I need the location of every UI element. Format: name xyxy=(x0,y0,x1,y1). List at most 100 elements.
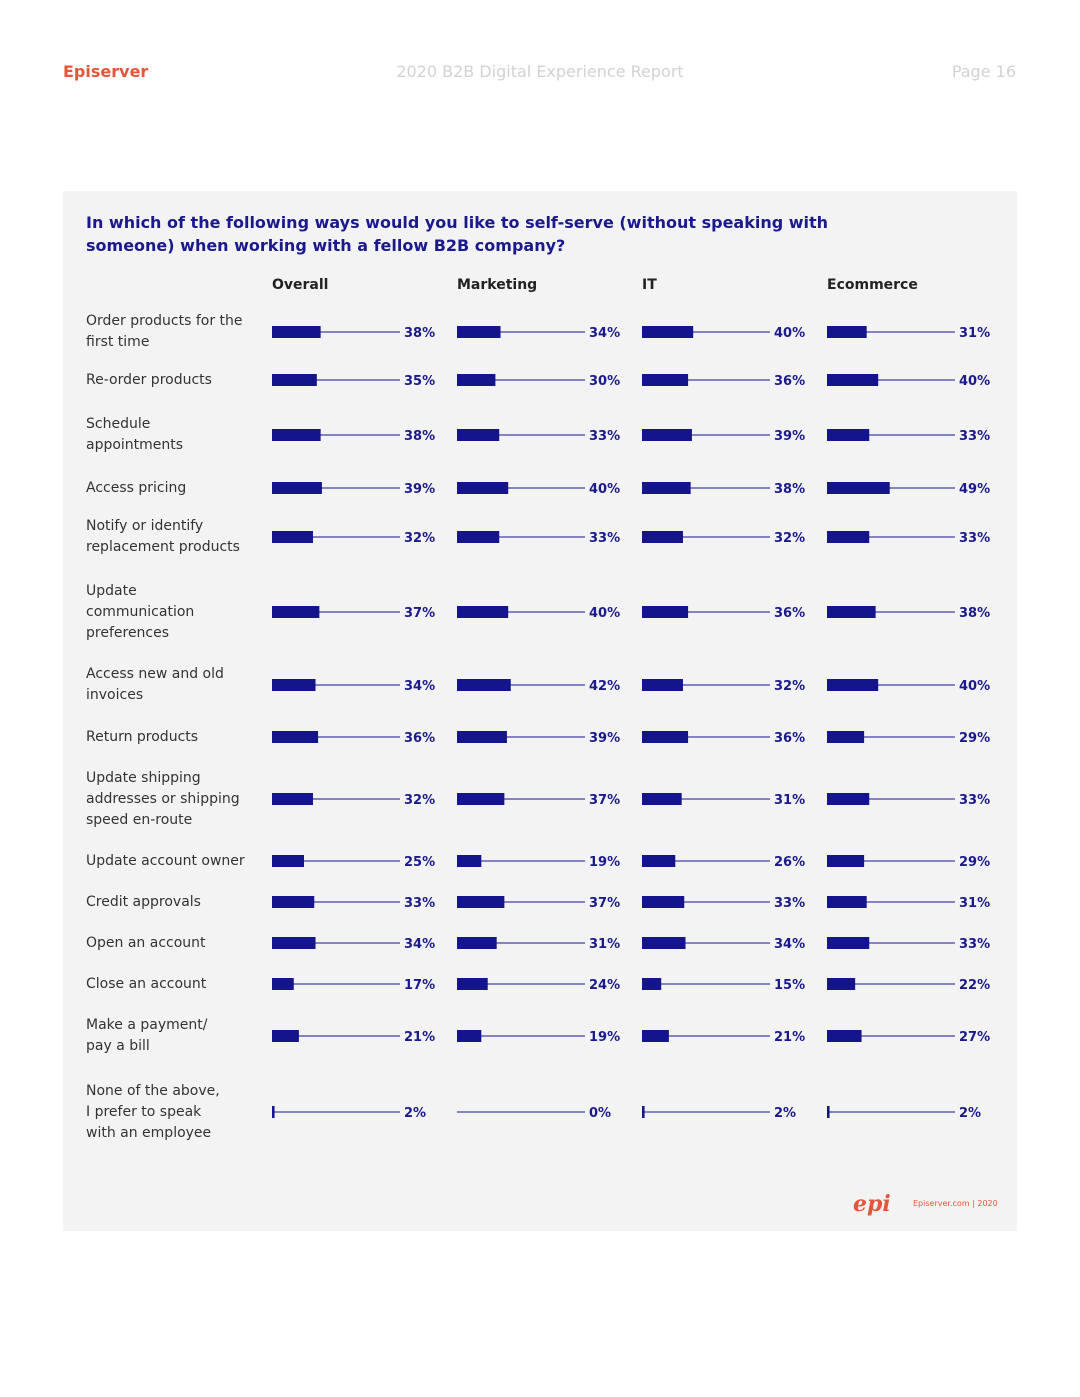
bar-ecommerce xyxy=(827,482,890,494)
bar-ecommerce xyxy=(827,326,867,338)
bar-ecommerce xyxy=(827,679,879,691)
bar-it xyxy=(642,429,692,441)
bar-marketing xyxy=(457,1030,482,1042)
row-label: Notify or identify replacement products xyxy=(86,516,256,558)
bar-overall xyxy=(272,978,294,990)
bar-overall xyxy=(272,679,316,691)
bar-overall xyxy=(272,531,313,543)
value-label: 33% xyxy=(959,531,990,546)
value-label: 34% xyxy=(774,937,805,952)
bar-overall xyxy=(272,855,304,867)
row-label: Access new and old invoices xyxy=(86,664,256,706)
row-label: Re-order products xyxy=(86,370,256,391)
value-label: 39% xyxy=(774,429,805,444)
bar-ecommerce xyxy=(827,855,865,867)
row-label: None of the above, I prefer to speak with … xyxy=(86,1081,256,1144)
row-label-line: Order products for the xyxy=(86,313,243,329)
value-label: 38% xyxy=(404,429,435,444)
row-label: Access pricing xyxy=(86,478,256,499)
value-label: 31% xyxy=(959,326,990,341)
page-number: Page 16 xyxy=(951,62,1016,81)
value-label: 21% xyxy=(774,1030,805,1045)
bar-marketing xyxy=(457,793,505,805)
bar-it xyxy=(642,937,686,949)
bar-ecommerce xyxy=(827,793,870,805)
bar-it xyxy=(642,1030,669,1042)
row-label-line: with an employee xyxy=(86,1124,212,1141)
bar-ecommerce xyxy=(827,606,876,618)
bar-overall xyxy=(272,1106,275,1118)
chart-title: In which of the following ways would you… xyxy=(86,213,829,255)
bar-ecommerce xyxy=(827,1106,830,1118)
report-title: 2020 B2B Digital Experience Report xyxy=(396,62,684,81)
bar-ecommerce xyxy=(827,429,870,441)
bar-overall xyxy=(272,793,313,805)
value-label: 27% xyxy=(959,1030,990,1045)
row-label: Order products for the first time xyxy=(86,311,256,353)
bar-marketing xyxy=(457,374,496,386)
bar-marketing xyxy=(457,326,501,338)
row-label: Schedule appointments xyxy=(86,414,256,456)
row-label-line: communication xyxy=(86,603,195,620)
row-label-line: Access pricing xyxy=(86,479,187,496)
bar-it xyxy=(642,606,689,618)
value-label: 49% xyxy=(959,482,990,497)
bar-marketing xyxy=(457,978,488,990)
chart-panel: In which of the following ways would you… xyxy=(63,191,1017,1231)
column-header-marketing: Marketing xyxy=(457,277,538,293)
bar-overall xyxy=(272,374,317,386)
row-label-line: Re-order products xyxy=(86,371,212,388)
bar-it xyxy=(642,855,676,867)
bar-overall xyxy=(272,896,315,908)
bar-ecommerce xyxy=(827,1030,862,1042)
value-label: 39% xyxy=(404,482,435,497)
value-label: 38% xyxy=(774,482,805,497)
value-label: 40% xyxy=(589,606,620,621)
bar-it xyxy=(642,531,683,543)
value-label: 33% xyxy=(959,937,990,952)
bar-overall xyxy=(272,731,319,743)
value-label: 29% xyxy=(959,855,990,870)
row-label-line: Update shipping xyxy=(86,769,201,786)
value-label: 32% xyxy=(774,531,805,546)
value-label: 15% xyxy=(774,978,805,993)
row-label: Open an account xyxy=(86,933,256,954)
bar-marketing xyxy=(457,937,497,949)
bar-marketing xyxy=(457,531,500,543)
row-label-line: invoices xyxy=(86,687,144,703)
column-header-it: IT xyxy=(642,277,657,293)
value-label: 33% xyxy=(589,429,620,444)
value-label: 19% xyxy=(589,855,620,870)
bar-marketing xyxy=(457,679,511,691)
value-label: 42% xyxy=(589,679,620,694)
value-label: 29% xyxy=(959,731,990,746)
bar-it xyxy=(642,731,689,743)
bar-marketing xyxy=(457,606,509,618)
bar-marketing xyxy=(457,855,482,867)
bar-it xyxy=(642,896,685,908)
value-label: 36% xyxy=(404,731,435,746)
value-label: 36% xyxy=(774,374,805,389)
bar-marketing xyxy=(457,482,509,494)
footer-text: Episerver.com | 2020 xyxy=(913,1199,998,1208)
value-label: 32% xyxy=(774,679,805,694)
value-label: 31% xyxy=(774,793,805,808)
epi-logo: epi xyxy=(853,1191,891,1217)
value-label: 32% xyxy=(404,793,435,808)
value-label: 31% xyxy=(959,896,990,911)
row-label-line: Close an account xyxy=(86,975,207,992)
bar-ecommerce xyxy=(827,731,865,743)
value-label: 40% xyxy=(589,482,620,497)
value-label: 35% xyxy=(404,374,435,389)
bar-overall xyxy=(272,429,321,441)
bar-overall xyxy=(272,606,320,618)
value-label: 2% xyxy=(959,1106,981,1121)
row-label-line: addresses or shipping xyxy=(86,790,240,807)
bar-marketing xyxy=(457,731,507,743)
row-label: Update communication preferences xyxy=(86,581,256,644)
value-label: 33% xyxy=(959,793,990,808)
value-label: 17% xyxy=(404,978,435,993)
bar-overall xyxy=(272,1030,299,1042)
value-label: 37% xyxy=(589,896,620,911)
value-label: 36% xyxy=(774,606,805,621)
